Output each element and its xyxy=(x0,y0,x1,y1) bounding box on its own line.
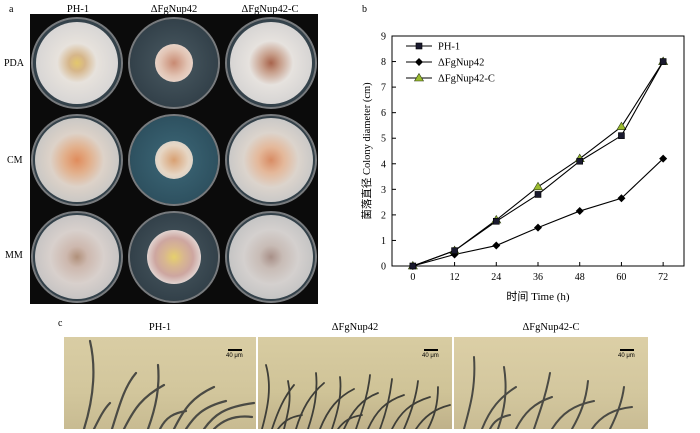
scalebar-complement xyxy=(620,349,634,351)
plate-cm-ph1 xyxy=(30,113,125,208)
plate-photo-grid xyxy=(30,14,318,304)
panel-c-label-ph1: PH-1 xyxy=(148,322,172,333)
panel-a-letter: a xyxy=(9,4,14,15)
x-axis-label: 时间 Time (h) xyxy=(506,290,569,303)
legend-label: ΔFgNup42-C xyxy=(438,74,495,85)
panel-c-label-mutant: ΔFgNup42 xyxy=(331,322,379,333)
legend-marker xyxy=(413,72,425,82)
scale-text-ph1: 40 μm xyxy=(226,353,243,359)
panel-a-col-label-mutant: ΔFgNup42 xyxy=(150,4,198,15)
scalebar-mutant xyxy=(424,349,438,351)
y-tick-label: 1 xyxy=(381,236,386,247)
plate-cm-complement xyxy=(224,113,319,208)
data-point-2 xyxy=(532,181,544,191)
legend-label: ΔFgNup42 xyxy=(438,58,484,69)
panel-a-row-label-cm: CM xyxy=(7,155,23,166)
x-tick-label: 12 xyxy=(450,272,460,283)
series-line-1 xyxy=(412,158,664,267)
plate-mm-complement xyxy=(224,210,319,305)
series-line-2 xyxy=(412,61,664,267)
plate-mm-ph1 xyxy=(30,210,125,305)
data-point-2 xyxy=(616,121,627,131)
scale-text-complement: 40 μm xyxy=(618,353,635,359)
y-axis-label: 菌落直径 Colony diameter (cm) xyxy=(360,82,373,220)
data-point-0 xyxy=(576,157,584,165)
data-point-0 xyxy=(492,217,500,225)
x-tick-label: 36 xyxy=(533,272,543,283)
scalebar-ph1 xyxy=(228,349,242,351)
y-tick-label: 3 xyxy=(381,185,386,196)
data-point-0 xyxy=(618,132,625,139)
x-tick-label: 0 xyxy=(410,272,415,283)
legend-label: PH-1 xyxy=(438,42,460,53)
plate-pda-complement xyxy=(224,16,319,111)
micrograph-ph1: 40 μm xyxy=(64,337,256,429)
x-tick-label: 60 xyxy=(616,272,626,283)
data-point-1 xyxy=(617,194,626,203)
data-point-1 xyxy=(659,154,668,163)
data-point-0 xyxy=(534,191,542,198)
data-point-1 xyxy=(575,207,584,216)
panel-a-col-label-ph1: PH-1 xyxy=(66,4,90,15)
y-tick-label: 7 xyxy=(381,83,386,94)
y-tick-label: 9 xyxy=(381,32,386,43)
series-line-0 xyxy=(412,61,664,267)
y-tick-label: 8 xyxy=(381,57,386,68)
plate-pda-ph1 xyxy=(30,16,125,111)
x-tick-label: 24 xyxy=(491,272,501,283)
data-point-1 xyxy=(534,223,542,232)
data-point-1 xyxy=(492,241,501,250)
panel-c-label-complement: ΔFgNup42-C xyxy=(522,322,580,333)
panel-a-row-label-pda: PDA xyxy=(4,58,25,69)
panel-a-row-label-mm: MM xyxy=(5,250,23,261)
x-tick-label: 72 xyxy=(658,272,668,283)
hyphae-complement xyxy=(463,356,633,429)
plate-cm-mutant xyxy=(127,113,222,208)
y-tick-label: 0 xyxy=(381,262,386,273)
hyphae-mutant xyxy=(261,364,451,429)
plate-mm-mutant xyxy=(127,210,222,305)
panel-a-col-label-complement: ΔFgNup42-C xyxy=(241,4,299,15)
micrograph-mutant: 40 μm xyxy=(258,337,452,429)
x-tick-label: 48 xyxy=(575,272,585,283)
panel-c-letter: c xyxy=(58,318,63,329)
hyphae-ph1 xyxy=(82,339,256,429)
legend-marker xyxy=(415,58,423,66)
y-tick-label: 4 xyxy=(381,159,386,170)
panel-b-letter: b xyxy=(362,4,367,15)
plate-pda-mutant xyxy=(127,16,222,111)
legend-marker xyxy=(415,42,423,50)
y-tick-label: 2 xyxy=(381,210,386,221)
data-point-0 xyxy=(659,58,667,65)
micrograph-complement: 40 μm xyxy=(454,337,648,429)
scale-text-mutant: 40 μm xyxy=(422,353,439,359)
data-point-0 xyxy=(409,262,417,270)
y-tick-label: 5 xyxy=(381,134,386,145)
y-tick-label: 6 xyxy=(381,108,386,119)
data-point-0 xyxy=(451,247,458,254)
